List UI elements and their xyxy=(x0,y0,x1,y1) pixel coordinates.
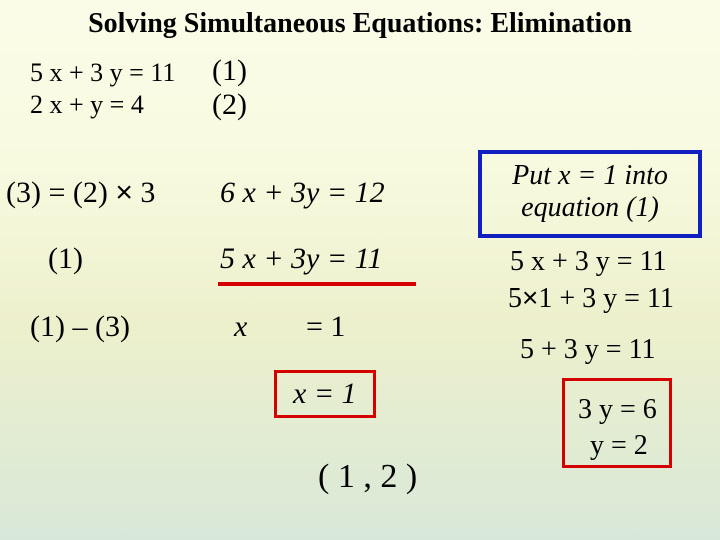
step-multiply-label: (3) = (2) × 3 xyxy=(6,176,155,210)
equation-1-repeat: 5 x + 3y = 11 xyxy=(220,242,382,276)
equation-2: 2 x + y = 4 xyxy=(30,90,144,120)
page-title: Solving Simultaneous Equations: Eliminat… xyxy=(0,8,720,40)
subst-line-3: 5 + 3 y = 11 xyxy=(520,334,656,366)
subst-line-5: y = 2 xyxy=(590,430,648,462)
substitution-hint: Put x = 1 into equation (1) xyxy=(478,150,702,238)
solution-coord: ( 1 , 2 ) xyxy=(318,458,417,496)
subst-line-2: 5×1 + 3 y = 11 xyxy=(508,282,674,315)
result-x-var: x xyxy=(234,310,247,344)
subst-line-1: 5 x + 3 y = 11 xyxy=(510,246,667,278)
label-eq2: (2) xyxy=(212,88,247,122)
subst-line-4: 3 y = 6 xyxy=(578,394,657,426)
hint-line2: equation (1) xyxy=(494,192,686,224)
step-subtract-label: (1) – (3) xyxy=(30,310,130,344)
label-eq1: (1) xyxy=(212,54,247,88)
result-x-val: = 1 xyxy=(306,310,345,344)
equation-1: 5 x + 3 y = 11 xyxy=(30,58,175,88)
equation-3: 6 x + 3y = 12 xyxy=(220,176,385,210)
underline xyxy=(218,282,416,286)
answer-x-box: x = 1 xyxy=(274,370,376,418)
step-repeat1-label: (1) xyxy=(48,242,83,276)
hint-line1: Put x = 1 into xyxy=(494,160,686,192)
